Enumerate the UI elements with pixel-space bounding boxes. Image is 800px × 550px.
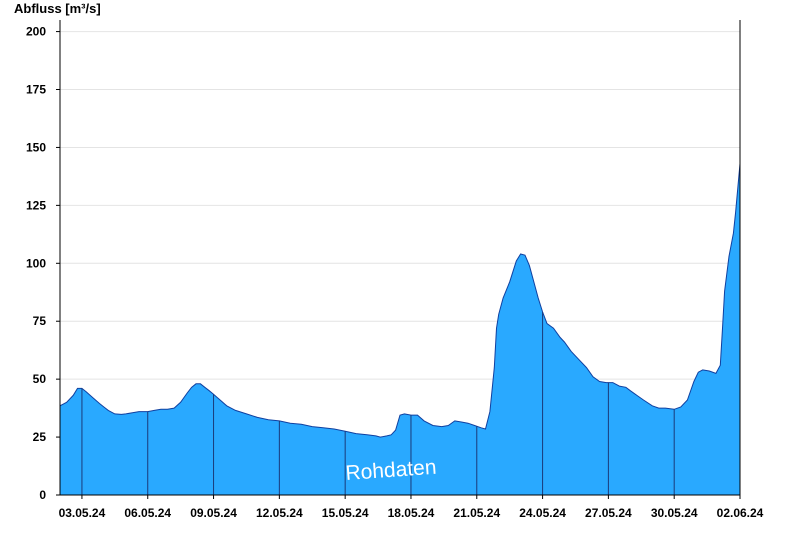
y-tick-label: 25 <box>33 430 47 444</box>
x-tick-labels: 03.05.24 06.05.24 09.05.24 12.05.24 15.05.24… <box>59 506 764 520</box>
x-tick-label: 09.05.24 <box>190 506 237 520</box>
series-line <box>59 163 741 438</box>
x-tick-label: 21.05.24 <box>453 506 500 520</box>
y-tick-label: 50 <box>33 372 47 386</box>
x-tick-label: 15.05.24 <box>322 506 369 520</box>
x-tick-label: 02.06.24 <box>717 506 764 520</box>
x-tick-label: 18.05.24 <box>388 506 435 520</box>
x-tick-label: 12.05.24 <box>256 506 303 520</box>
y-tick-label: 100 <box>26 256 46 270</box>
y-tick-label: 0 <box>39 488 46 502</box>
day-dividers <box>81 20 741 495</box>
grid-lines <box>60 31 740 438</box>
y-tick-label: 175 <box>26 83 46 97</box>
series-area-fill <box>60 163 740 495</box>
axes <box>56 20 741 499</box>
series-area <box>59 163 741 495</box>
x-tick-label: 30.05.24 <box>651 506 698 520</box>
x-tick-label: 03.05.24 <box>59 506 106 520</box>
y-tick-label: 150 <box>26 140 46 154</box>
y-tick-labels: 0 25 50 75 100 125 150 175 200 <box>26 25 46 502</box>
y-tick-label: 75 <box>33 314 47 328</box>
x-tick-label: 24.05.24 <box>519 506 566 520</box>
y-tick-label: 200 <box>26 25 46 39</box>
x-tick-label: 27.05.24 <box>585 506 632 520</box>
y-axis-title: Abfluss [m³/s] <box>14 1 101 16</box>
x-tick-label: 06.05.24 <box>124 506 171 520</box>
y-tick-label: 125 <box>26 198 46 212</box>
